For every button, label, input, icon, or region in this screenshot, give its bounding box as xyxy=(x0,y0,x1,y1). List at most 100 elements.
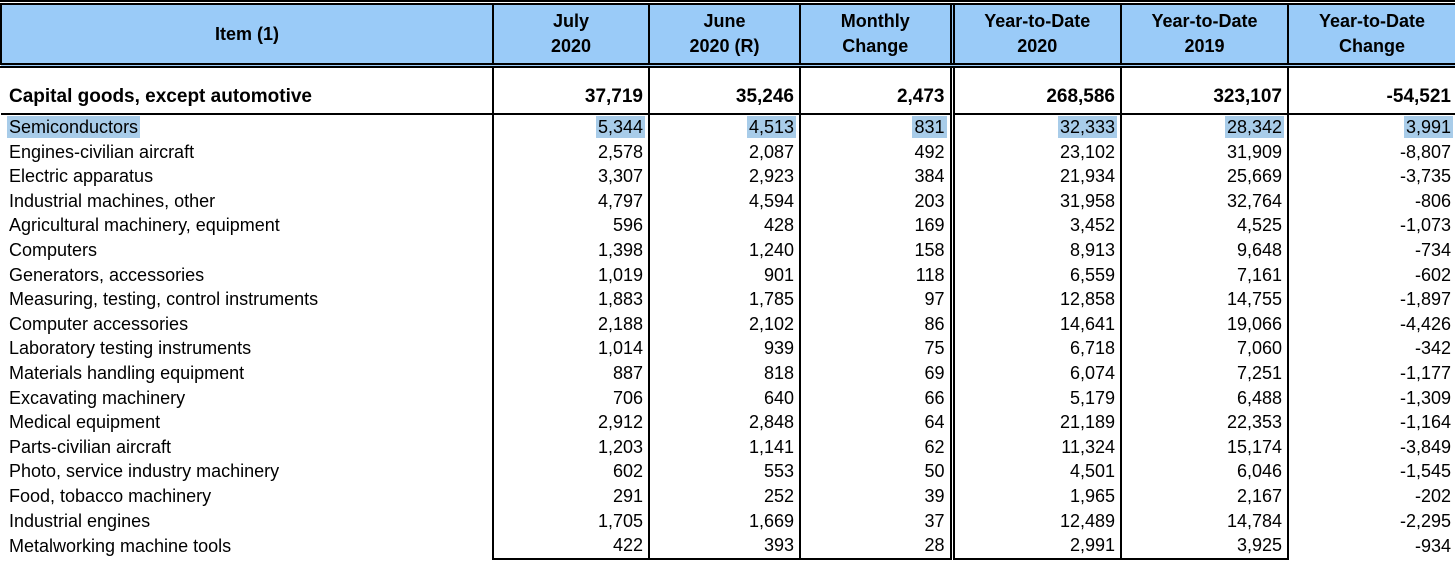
table-row: Electric apparatus 3,307 2,923 384 21,93… xyxy=(1,164,1455,189)
item-label: Parts-civilian aircraft xyxy=(9,436,172,457)
value-monthly-change: 492 xyxy=(914,141,945,162)
value-july-2020: 422 xyxy=(612,535,643,556)
table-body: Capital goods, except automotive 37,719 … xyxy=(1,65,1455,560)
table-row: Semiconductors 5,344 4,513 831 32,333 28… xyxy=(1,114,1455,140)
value-ytd-2019: 7,161 xyxy=(1236,264,1282,285)
value-monthly-change: 384 xyxy=(914,166,945,187)
value-monthly-change: 62 xyxy=(924,436,945,457)
table-row: Food, tobacco machinery 291 252 39 1,965… xyxy=(1,483,1455,509)
value-july-2020: 1,203 xyxy=(597,436,643,457)
item-label: Materials handling equipment xyxy=(9,362,245,383)
value-july-2020: 5,344 xyxy=(595,116,645,138)
value-ytd-2020: 2,991 xyxy=(1069,535,1115,556)
item-label: Measuring, testing, control instruments xyxy=(9,289,319,310)
value-june-2020: 4,594 xyxy=(748,190,794,211)
value-july-2020: 706 xyxy=(612,387,643,408)
value-monthly-change: 28 xyxy=(924,535,945,556)
item-label: Photo, service industry machinery xyxy=(9,461,280,482)
value-ytd-2020: 21,934 xyxy=(1059,166,1115,187)
value-june-2020: 1,669 xyxy=(748,510,794,531)
value-june-2020: 4,513 xyxy=(746,116,796,138)
value-ytd-2020: 1,965 xyxy=(1069,485,1115,506)
value-june-2020: 818 xyxy=(763,362,794,383)
value-monthly-change: 203 xyxy=(914,190,945,211)
value-june-2020: 2,102 xyxy=(748,313,794,334)
value-monthly-change: 50 xyxy=(924,461,945,482)
col-header-june-2020: June 2020 (R) xyxy=(648,0,801,68)
value-ytd-change: -8,807 xyxy=(1399,141,1451,162)
value-ytd-change: -202 xyxy=(1414,485,1451,506)
value-ytd-2019: 2,167 xyxy=(1236,485,1282,506)
item-label: Medical equipment xyxy=(9,412,161,433)
value-ytd-change: -3,735 xyxy=(1399,166,1451,187)
value-ytd-2020: 21,189 xyxy=(1059,412,1115,433)
table-row: Computer accessories 2,188 2,102 86 14,6… xyxy=(1,311,1455,337)
value-ytd-2019: 22,353 xyxy=(1226,412,1282,433)
table-row: Excavating machinery 706 640 66 5,179 6,… xyxy=(1,385,1455,411)
value-ytd-change: -934 xyxy=(1414,535,1451,556)
table-row: Industrial machines, other 4,797 4,594 2… xyxy=(1,188,1455,214)
value-june-2020: 640 xyxy=(763,387,794,408)
item-label: Industrial engines xyxy=(9,510,151,531)
value-ytd-change: -734 xyxy=(1414,239,1451,260)
value-ytd-2020: 23,102 xyxy=(1059,141,1115,162)
value-july-2020: 2,188 xyxy=(597,313,643,334)
summary-row: Capital goods, except automotive 37,719 … xyxy=(1,65,1455,115)
value-monthly-change: 118 xyxy=(915,264,945,285)
value-july-2020: 1,883 xyxy=(597,289,643,310)
item-label: Metalworking machine tools xyxy=(9,535,232,556)
value-monthly-change: 69 xyxy=(924,362,945,383)
value-june-2020: 2,087 xyxy=(748,141,794,162)
value-ytd-change: -342 xyxy=(1414,338,1451,359)
value-june-2020: 1,785 xyxy=(748,289,794,310)
value-ytd-change: -1,177 xyxy=(1399,362,1451,383)
value-monthly-change: 86 xyxy=(924,313,945,334)
value-monthly-change: 66 xyxy=(924,387,945,408)
value-june-2020: 428 xyxy=(763,215,794,236)
value-ytd-change: -2,295 xyxy=(1399,510,1451,531)
item-label: Electric apparatus xyxy=(9,166,154,187)
item-label: Computer accessories xyxy=(9,313,189,334)
value-ytd-change: 3,991 xyxy=(1403,116,1453,138)
value-july-2020: 4,797 xyxy=(597,190,643,211)
table-row: Parts-civilian aircraft 1,203 1,141 62 1… xyxy=(1,434,1455,460)
item-label: Food, tobacco machinery xyxy=(9,485,212,506)
value-ytd-change: -1,309 xyxy=(1399,387,1451,408)
summary-value-ytd-change: -54,521 xyxy=(1287,65,1455,115)
col-header-ytd-2020: Year-to-Date 2020 xyxy=(949,0,1122,68)
value-ytd-2020: 31,958 xyxy=(1059,190,1115,211)
value-ytd-change: -602 xyxy=(1414,264,1451,285)
summary-value-june: 35,246 xyxy=(648,65,800,115)
value-ytd-change: -1,545 xyxy=(1399,461,1451,482)
table-row: Measuring, testing, control instruments … xyxy=(1,287,1455,312)
value-june-2020: 2,848 xyxy=(748,412,794,433)
value-july-2020: 3,307 xyxy=(597,166,643,187)
value-ytd-2019: 4,525 xyxy=(1236,215,1282,236)
value-ytd-change: -1,164 xyxy=(1399,412,1451,433)
item-label: Laboratory testing instruments xyxy=(9,338,252,359)
value-ytd-2020: 3,452 xyxy=(1069,215,1115,236)
table-row: Computers 1,398 1,240 158 8,913 9,648 -7… xyxy=(1,237,1455,263)
value-ytd-change: -4,426 xyxy=(1399,313,1451,334)
summary-value-july: 37,719 xyxy=(492,65,649,115)
value-monthly-change: 158 xyxy=(914,239,945,260)
value-ytd-2019: 31,909 xyxy=(1226,141,1282,162)
value-ytd-2020: 5,179 xyxy=(1069,387,1115,408)
value-ytd-2019: 14,755 xyxy=(1226,289,1282,310)
col-header-ytd-change: Year-to-Date Change xyxy=(1287,0,1455,68)
col-header-ytd-2019: Year-to-Date 2019 xyxy=(1120,0,1289,68)
value-ytd-2019: 6,046 xyxy=(1236,461,1282,482)
value-ytd-2020: 4,501 xyxy=(1069,461,1115,482)
table-row: Metalworking machine tools 422 393 28 2,… xyxy=(1,533,1455,560)
value-july-2020: 596 xyxy=(612,215,643,236)
value-monthly-change: 37 xyxy=(924,510,945,531)
table-row: Engines-civilian aircraft 2,578 2,087 49… xyxy=(1,139,1455,165)
item-label: Semiconductors xyxy=(7,116,141,138)
value-monthly-change: 831 xyxy=(912,116,947,138)
summary-value-ytd-2020: 268,586 xyxy=(949,65,1121,115)
value-ytd-2019: 32,764 xyxy=(1226,190,1282,211)
value-monthly-change: 64 xyxy=(924,412,945,433)
value-june-2020: 2,923 xyxy=(748,166,794,187)
value-ytd-2019: 15,174 xyxy=(1226,436,1282,457)
